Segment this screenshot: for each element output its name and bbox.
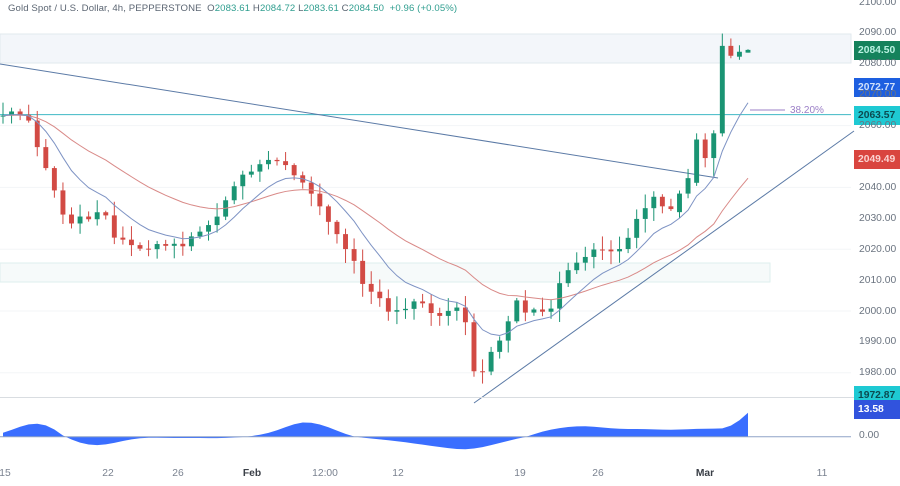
svg-text:38.20%: 38.20% <box>790 105 824 116</box>
